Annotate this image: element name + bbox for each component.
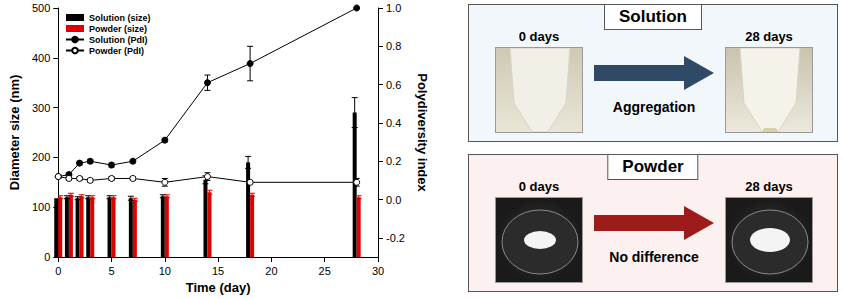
svg-text:0: 0 xyxy=(55,265,61,277)
svg-text:0: 0 xyxy=(44,251,50,263)
svg-text:-0.2: -0.2 xyxy=(386,232,405,244)
svg-text:Time (day): Time (day) xyxy=(186,280,251,295)
svg-text:400: 400 xyxy=(32,52,50,64)
svg-text:30: 30 xyxy=(372,265,384,277)
svg-text:Diameter size (nm): Diameter size (nm) xyxy=(7,75,22,191)
svg-text:Solution (size): Solution (size) xyxy=(89,13,151,23)
svg-text:0.2: 0.2 xyxy=(386,155,401,167)
svg-text:200: 200 xyxy=(32,151,50,163)
html-text:Aggregation: Aggregation xyxy=(612,99,696,115)
svg-text:0.6: 0.6 xyxy=(386,79,401,91)
svg-text:25: 25 xyxy=(319,265,331,277)
html-text:Powder: Powder xyxy=(622,157,684,176)
html-text:Solution: Solution xyxy=(619,7,687,26)
svg-text:500: 500 xyxy=(32,2,50,14)
html-text:28 days: 28 days xyxy=(745,29,793,44)
svg-text:0.0: 0.0 xyxy=(386,194,401,206)
svg-text:Powder (size): Powder (size) xyxy=(89,24,147,34)
svg-text:Solution (PdI): Solution (PdI) xyxy=(89,35,148,45)
svg-text:20: 20 xyxy=(265,265,277,277)
svg-text:15: 15 xyxy=(212,265,224,277)
html-text:No difference: No difference xyxy=(609,249,699,265)
svg-text:5: 5 xyxy=(108,265,114,277)
svg-text:Polydiversity index: Polydiversity index xyxy=(415,73,430,192)
html-text:0 days: 0 days xyxy=(518,29,560,44)
html-text:0 days: 0 days xyxy=(518,179,560,194)
html-text:28 days: 28 days xyxy=(745,179,793,194)
svg-text:0.8: 0.8 xyxy=(386,40,401,52)
svg-text:1.0: 1.0 xyxy=(386,2,401,14)
svg-text:300: 300 xyxy=(32,102,50,114)
svg-text:0.4: 0.4 xyxy=(386,117,401,129)
svg-text:Powder (PdI): Powder (PdI) xyxy=(89,46,144,56)
svg-text:100: 100 xyxy=(32,201,50,213)
svg-text:10: 10 xyxy=(159,265,171,277)
